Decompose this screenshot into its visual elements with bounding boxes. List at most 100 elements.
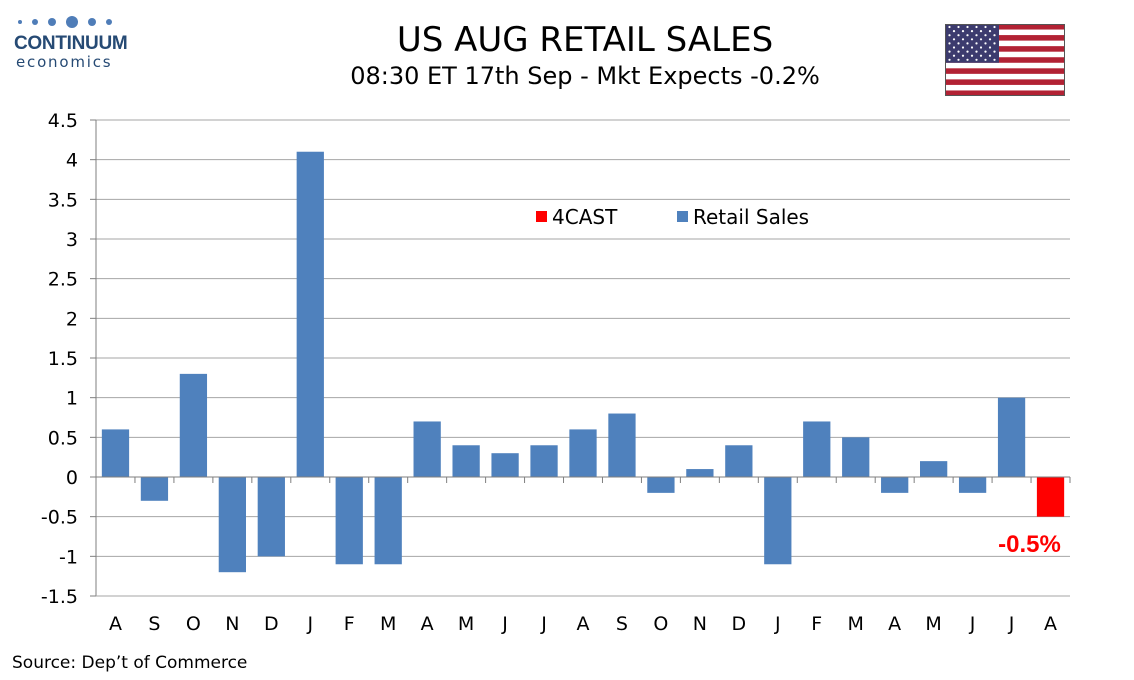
flag-star xyxy=(984,50,987,53)
flag-star xyxy=(948,42,951,45)
bar-retail-sales xyxy=(725,445,753,477)
flag-star xyxy=(993,34,996,37)
y-tick-label: 4.5 xyxy=(48,110,78,132)
x-tick-label: J xyxy=(1008,613,1015,635)
flag-star xyxy=(966,58,969,61)
flag-star xyxy=(979,38,983,41)
y-tick-label: 3.5 xyxy=(48,189,78,211)
flag-star xyxy=(952,54,956,57)
axes xyxy=(90,119,1071,597)
bar-retail-sales xyxy=(958,477,987,493)
y-tick-label: 3 xyxy=(66,229,78,251)
chart-title: US AUG RETAIL SALES xyxy=(396,20,774,60)
y-tick-label: 0.5 xyxy=(48,427,78,449)
flag-star xyxy=(966,50,969,53)
bar-retail-sales xyxy=(530,445,558,477)
flag-star xyxy=(966,34,969,37)
flag-star xyxy=(993,25,996,29)
flag-star xyxy=(961,54,965,57)
flag-star xyxy=(984,42,987,45)
x-tick-label: A xyxy=(109,613,122,635)
y-tick-label: 2 xyxy=(66,308,78,330)
x-tick-label: N xyxy=(693,613,707,635)
flag-star xyxy=(957,50,960,53)
flag-star xyxy=(970,30,974,33)
bar-4cast xyxy=(1036,477,1065,517)
bar-retail-sales xyxy=(101,429,130,477)
flag-star xyxy=(979,54,983,57)
legend-item-retail-sales-swatch xyxy=(677,211,688,222)
y-tick-label: 2.5 xyxy=(48,269,78,291)
source-note: Source: Dep’t of Commerce xyxy=(12,653,248,673)
y-tick-label: -1.5 xyxy=(41,586,78,608)
bar-retail-sales xyxy=(686,469,714,477)
bar-retail-sales xyxy=(803,421,831,477)
flag-star xyxy=(952,38,956,41)
x-tick-label: D xyxy=(264,613,279,635)
y-tick-labels: 4.5 4 3.5 3 2.5 2 1.5 1 0.5 0 -0.5 -1 -1.5 xyxy=(41,110,78,608)
x-tick-label: O xyxy=(186,613,201,635)
x-tick-label: O xyxy=(653,613,668,635)
x-tick-label: F xyxy=(344,613,355,635)
x-tick-label: A xyxy=(888,613,901,635)
x-tick-label: S xyxy=(148,613,160,635)
x-tick-label: M xyxy=(380,613,396,635)
x-tick-label: J xyxy=(969,613,976,635)
flag-star xyxy=(957,42,960,45)
flag-star xyxy=(961,38,965,41)
flag-star xyxy=(979,46,983,49)
x-tick-label: J xyxy=(306,613,313,635)
x-tick-label: A xyxy=(421,613,434,635)
flag-star xyxy=(988,30,992,33)
x-tick-label: F xyxy=(811,613,822,635)
x-tick-label: M xyxy=(848,613,864,635)
flag-star xyxy=(975,58,978,61)
legend-item-4cast-swatch xyxy=(536,211,547,222)
x-tick-label: S xyxy=(616,613,628,635)
us-flag-icon xyxy=(945,24,1065,96)
bar-retail-sales xyxy=(920,461,948,477)
bar-retail-sales xyxy=(140,477,169,501)
y-tick-label: -0.5 xyxy=(41,507,78,529)
chart-subtitle: 08:30 ET 17th Sep - Mkt Expects -0.2% xyxy=(350,62,820,90)
bar-retail-sales xyxy=(569,429,597,477)
flag-star xyxy=(975,25,978,29)
flag-star xyxy=(984,58,987,61)
flag-star xyxy=(948,58,951,61)
flag-star xyxy=(975,50,978,53)
y-tick-label: 1 xyxy=(66,388,78,410)
bar-retail-sales xyxy=(335,477,363,565)
company-logo: CONTINUUM economics xyxy=(14,14,134,76)
x-tick-label: M xyxy=(925,613,941,635)
bar-retail-sales xyxy=(764,477,792,565)
flag-star xyxy=(957,58,960,61)
y-tick-label: -1 xyxy=(59,546,78,568)
x-tick-label: N xyxy=(225,613,239,635)
legend-item-retail-sales-label: Retail Sales xyxy=(693,205,809,229)
bar-retail-sales xyxy=(647,477,675,493)
bar-retail-sales xyxy=(413,421,441,477)
bar-retail-sales xyxy=(257,477,285,557)
flag-star xyxy=(970,38,974,41)
flag-star xyxy=(952,46,956,49)
bar-retail-sales xyxy=(179,373,208,477)
flag-star xyxy=(993,42,996,45)
flag-star xyxy=(948,50,951,53)
flag-star xyxy=(966,25,969,29)
flag-star xyxy=(961,46,965,49)
y-tick-label: 1.5 xyxy=(48,348,78,370)
bar-retail-sales xyxy=(842,437,870,477)
y-tick-label: 4 xyxy=(66,150,78,172)
flag-star xyxy=(970,54,974,57)
flag-star xyxy=(948,25,951,29)
bar-retail-sales xyxy=(881,477,909,493)
bars xyxy=(101,151,1065,573)
legend: 4CAST Retail Sales xyxy=(536,205,809,229)
x-tick-label: A xyxy=(1044,613,1057,635)
forecast-value-label: -0.5% xyxy=(998,531,1061,558)
logo-name: CONTINUUM xyxy=(14,33,128,54)
x-tick-label: J xyxy=(501,613,508,635)
bar-retail-sales xyxy=(997,397,1026,477)
